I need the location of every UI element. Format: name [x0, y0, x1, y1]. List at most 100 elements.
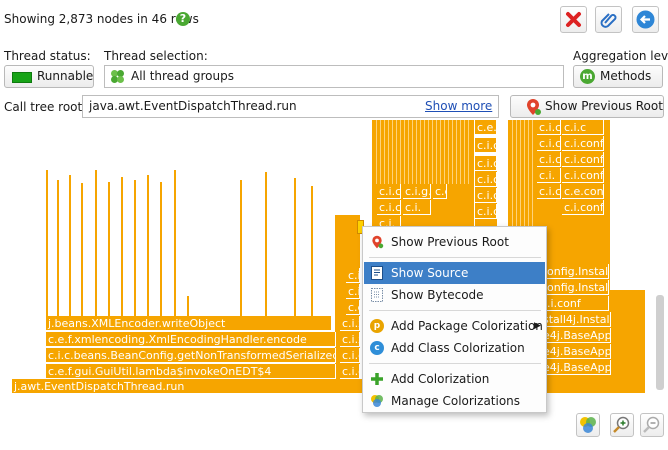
flame-frame-small[interactable]: c.i.c — [475, 188, 497, 203]
flame-frame-small[interactable]: c.i.c — [562, 120, 604, 135]
flame-column[interactable] — [388, 120, 389, 184]
flame-column[interactable] — [452, 120, 453, 184]
flame-column[interactable] — [294, 178, 296, 320]
flame-frame[interactable]: j.beans.XMLEncoder.writeObject — [46, 316, 332, 331]
flame-frame-small[interactable]: c.i.c — [340, 348, 360, 363]
flame-frame-small[interactable]: c.e. — [433, 184, 447, 199]
flame-column[interactable] — [412, 120, 413, 184]
thread-selection-dropdown[interactable]: All thread groups — [104, 65, 564, 88]
flame-column[interactable] — [532, 120, 533, 280]
flame-frame-small[interactable]: c.e. — [475, 120, 497, 135]
flame-frame-small[interactable]: e4j.BaseApp — [541, 360, 611, 375]
flame-column[interactable] — [121, 177, 123, 320]
flame-column[interactable] — [160, 182, 162, 320]
flame-frame-small[interactable]: c.i.conf — [562, 200, 604, 215]
flame-column[interactable] — [392, 120, 393, 184]
colorizations-button[interactable] — [576, 413, 600, 437]
flame-frame-small[interactable]: c.i.c — [475, 172, 497, 187]
menu-item-manage-colorizations[interactable]: Manage Colorizations — [364, 390, 545, 412]
menu-item-add-colorization[interactable]: Add Colorization — [364, 368, 545, 390]
show-previous-root-button[interactable]: Show Previous Root — [510, 95, 664, 118]
flame-column[interactable] — [147, 175, 149, 320]
flame-column[interactable] — [265, 172, 267, 320]
flame-column[interactable] — [380, 120, 381, 184]
aggregation-dropdown[interactable]: m Methods — [573, 65, 663, 88]
flame-frame-small[interactable]: c.i.conf — [562, 168, 604, 183]
thread-status-dropdown[interactable]: Runnable — [4, 65, 94, 88]
flame-column[interactable] — [46, 170, 48, 320]
flame-column[interactable] — [420, 120, 421, 184]
flame-frame-small[interactable]: c.i.conf — [562, 136, 604, 151]
flame-frame-small[interactable]: c.i.c — [537, 152, 561, 167]
flame-frame-small[interactable]: c.i.c — [475, 156, 497, 171]
flame-column[interactable] — [404, 120, 405, 184]
flame-column[interactable] — [400, 120, 401, 184]
flame-column[interactable] — [424, 120, 425, 184]
flame-column[interactable] — [187, 296, 189, 320]
vertical-scrollbar[interactable] — [656, 295, 664, 390]
flame-frame-small[interactable]: c.i.g. — [403, 184, 431, 199]
flame-column[interactable] — [428, 120, 429, 184]
flame-column[interactable] — [444, 120, 445, 184]
flame-frame[interactable]: j.awt.EventDispatchThread.run — [12, 379, 646, 394]
flame-frame-small[interactable]: stall4j.Install — [541, 312, 611, 327]
flame-frame-small[interactable]: c.i. — [537, 168, 561, 183]
flame-column[interactable] — [376, 120, 377, 184]
flame-frame-small[interactable]: c.e.conf — [562, 184, 604, 199]
flame-column[interactable] — [69, 175, 71, 320]
flame-frame-small[interactable]: e4j.BaseApp — [541, 328, 611, 343]
flame-frame-small[interactable]: c.i.c — [377, 184, 401, 199]
flame-frame-small[interactable]: c.i.c — [537, 184, 561, 199]
flame-graph[interactable]: c.i.xmlc.i.xmlc.i.cc.i.cc.i.cc.i.c.e.c.i… — [0, 120, 668, 410]
flame-frame-small[interactable]: c.i.c — [537, 136, 561, 151]
flame-column[interactable] — [468, 120, 469, 184]
flame-frame-small[interactable]: c.i.xml — [340, 332, 360, 347]
zoom-out-button[interactable] — [640, 413, 664, 437]
flame-frame-small[interactable]: c.i. — [346, 284, 360, 299]
flame-frame-small[interactable]: c.i.c. — [377, 200, 401, 215]
close-button[interactable] — [560, 6, 587, 33]
flame-column[interactable] — [416, 120, 417, 184]
flame-column[interactable] — [134, 180, 136, 320]
help-icon[interactable]: ? — [176, 12, 190, 26]
flame-frame[interactable]: c.e.f.xmlencoding.XmlEncodingHandler.enc… — [46, 332, 336, 347]
flame-column[interactable] — [95, 170, 97, 320]
flame-frame-small[interactable]: e4j.BaseApp — [541, 344, 611, 359]
flame-column[interactable] — [464, 120, 465, 184]
flame-column[interactable] — [396, 120, 397, 184]
flame-column[interactable] — [520, 120, 521, 280]
flame-column[interactable] — [240, 180, 242, 320]
menu-item-add-package-colorization[interactable]: p Add Package Colorization ▶ — [364, 315, 545, 337]
flame-column[interactable] — [174, 170, 176, 320]
back-button[interactable] — [632, 6, 659, 33]
flame-stack[interactable] — [610, 290, 645, 380]
flame-frame-small[interactable]: c.i.c — [475, 138, 497, 153]
flame-column[interactable] — [448, 120, 449, 184]
menu-item-add-class-colorization[interactable]: c Add Class Colorization — [364, 337, 545, 359]
flame-column[interactable] — [408, 120, 409, 184]
menu-item-show-bytecode[interactable]: Show Bytecode — [364, 284, 545, 306]
flame-frame-small[interactable]: config.Install — [539, 264, 609, 279]
flame-column[interactable] — [528, 120, 529, 280]
flame-frame-small[interactable]: c.e. — [346, 300, 360, 315]
flame-column[interactable] — [460, 120, 461, 184]
flame-column[interactable] — [108, 182, 110, 320]
flame-frame-small[interactable]: c.i.conf — [539, 296, 609, 311]
show-more-link[interactable]: Show more — [425, 99, 493, 113]
flame-column[interactable] — [81, 183, 83, 320]
flame-frame-small[interactable]: c.i. — [403, 200, 431, 215]
flame-column[interactable] — [57, 180, 59, 320]
flame-frame-small[interactable]: c.i.c — [475, 204, 497, 219]
zoom-in-button[interactable] — [610, 413, 634, 437]
attach-button[interactable] — [595, 6, 622, 33]
flame-frame-small[interactable]: c.i.xml — [340, 316, 360, 331]
flame-frame-small[interactable]: c.i.c — [346, 268, 360, 283]
flame-frame-small[interactable]: c.i.conf — [537, 120, 561, 135]
flame-column[interactable] — [516, 120, 517, 280]
menu-item-show-previous-root[interactable]: Show Previous Root — [364, 231, 545, 253]
flame-column[interactable] — [456, 120, 457, 184]
flame-frame[interactable]: c.e.f.gui.GuiUtil.lambda$invokeOnEDT$4 — [46, 364, 336, 379]
menu-item-show-source[interactable]: Show Source — [364, 262, 545, 284]
flame-frame-small[interactable]: c.i.c — [340, 364, 360, 379]
flame-column[interactable] — [432, 120, 433, 184]
